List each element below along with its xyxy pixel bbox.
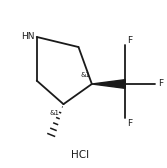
- Text: &1: &1: [49, 110, 59, 116]
- Text: HN: HN: [21, 32, 34, 41]
- Text: F: F: [158, 79, 163, 89]
- Polygon shape: [92, 80, 125, 88]
- Text: F: F: [127, 36, 132, 45]
- Text: F: F: [127, 119, 132, 128]
- Text: HCl: HCl: [71, 150, 89, 160]
- Text: &1: &1: [80, 72, 90, 78]
